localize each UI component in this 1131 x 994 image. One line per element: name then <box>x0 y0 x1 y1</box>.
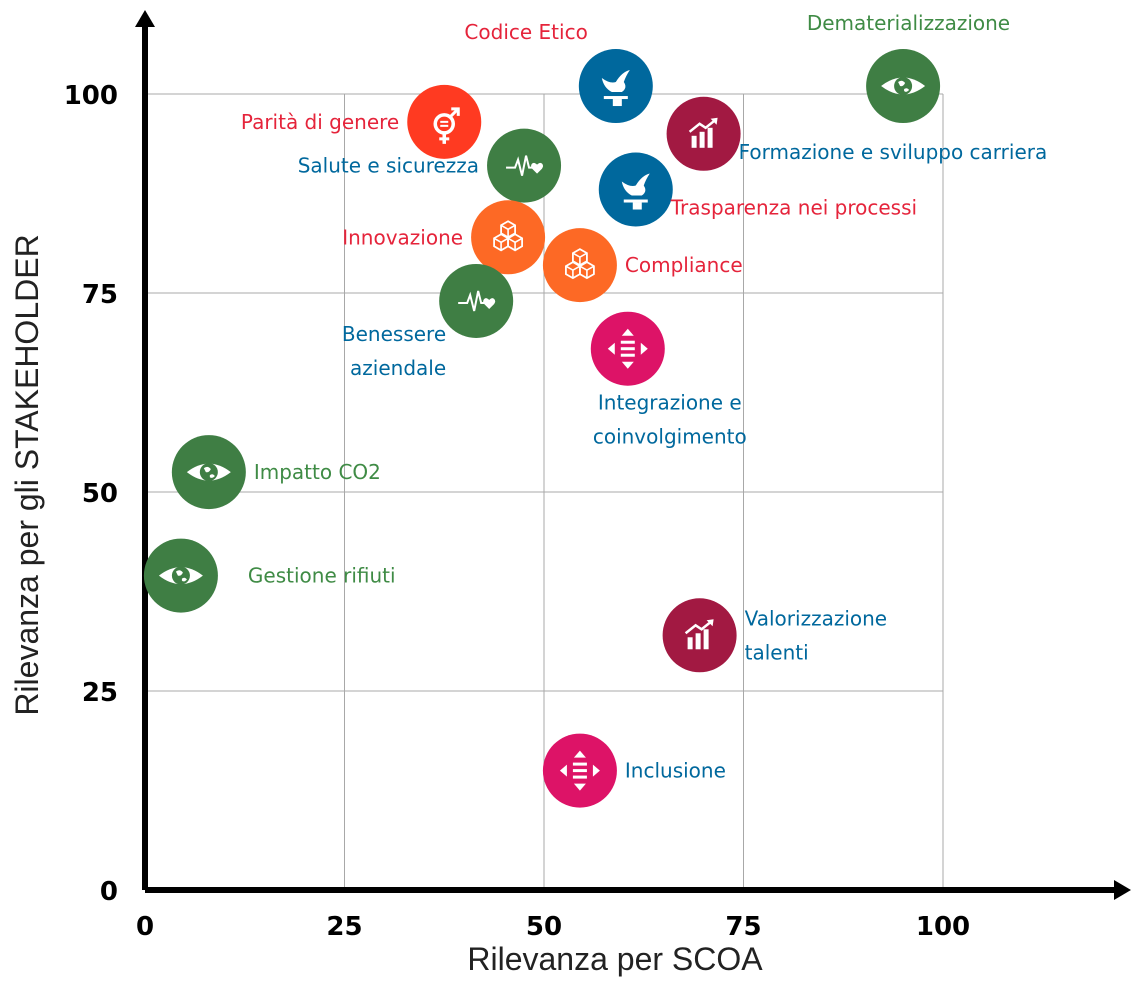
equality-arrows-icon <box>559 750 600 791</box>
growth-chart-icon <box>684 619 714 650</box>
dove-gavel-icon <box>601 70 630 107</box>
data-point <box>598 152 673 227</box>
x-tick-label: 50 <box>526 912 562 942</box>
data-point <box>171 435 246 510</box>
data-point-label: Inclusione <box>625 759 726 783</box>
heartbeat-icon <box>506 155 544 176</box>
x-axis-title: Rilevanza per SCOA <box>467 941 763 977</box>
data-point-label: Compliance <box>625 253 743 277</box>
data-point-label: Parità di genere <box>241 110 399 134</box>
y-axis-arrow <box>135 10 155 27</box>
data-point-label: Formazione e sviluppo carriera <box>739 140 1048 164</box>
dove-gavel-icon <box>621 173 650 210</box>
y-tick-label: 75 <box>82 280 118 310</box>
data-point <box>542 733 617 808</box>
eye-globe-icon <box>186 463 231 482</box>
data-point-label: Benessere aziendale <box>342 322 446 380</box>
data-point <box>487 128 562 203</box>
data-point-label: Gestione rifiuti <box>248 564 396 588</box>
grid <box>145 93 944 890</box>
cubes-icon <box>565 248 595 280</box>
heartbeat-icon <box>458 290 496 312</box>
eye-globe-icon <box>158 566 203 585</box>
y-tick-label: 25 <box>82 678 118 708</box>
data-point-label: Codice Etico <box>464 20 587 44</box>
data-point <box>471 200 546 275</box>
data-point-label: Trasparenza nei processi <box>670 196 917 220</box>
data-point-label: Salute e sicurezza <box>298 154 479 178</box>
growth-chart-icon <box>688 117 718 148</box>
x-axis-arrow <box>1114 880 1131 900</box>
y-tick-label: 100 <box>64 81 118 111</box>
data-point-label: Dematerializzazione <box>807 11 1010 35</box>
data-point <box>578 49 653 124</box>
x-tick-label: 100 <box>916 912 970 942</box>
data-point <box>143 538 218 613</box>
data-point <box>866 49 941 124</box>
data-point <box>590 311 665 386</box>
point-labels: Codice Etico Dematerializzazione Parità di… <box>241 11 1047 783</box>
cubes-icon <box>493 220 523 252</box>
tick-labels: 0 25 50 75 100 0 25 50 75 100 <box>64 81 970 942</box>
y-axis-title: Rilevanza per gli STAKEHOLDER <box>9 234 45 715</box>
x-tick-label: 25 <box>326 912 362 942</box>
data-point <box>407 84 482 159</box>
eye-globe-icon <box>881 77 926 96</box>
data-point <box>666 96 741 171</box>
data-point <box>542 228 617 303</box>
data-point-label: Impatto CO2 <box>254 460 381 484</box>
data-point-label: Integrazione e coinvolgimento <box>593 391 747 449</box>
x-tick-label: 75 <box>725 912 761 942</box>
data-point <box>439 263 514 338</box>
data-points <box>143 49 941 808</box>
axes <box>135 10 1131 900</box>
data-point-label: Innovazione <box>342 225 463 249</box>
x-tick-label: 0 <box>136 912 154 942</box>
equality-arrows-icon <box>607 328 648 369</box>
data-point <box>662 598 737 673</box>
y-tick-label: 50 <box>82 479 118 509</box>
gender-equality-icon <box>433 107 460 144</box>
data-point-label: Valorizzazione talenti <box>745 606 887 664</box>
y-tick-label: 0 <box>100 877 118 907</box>
